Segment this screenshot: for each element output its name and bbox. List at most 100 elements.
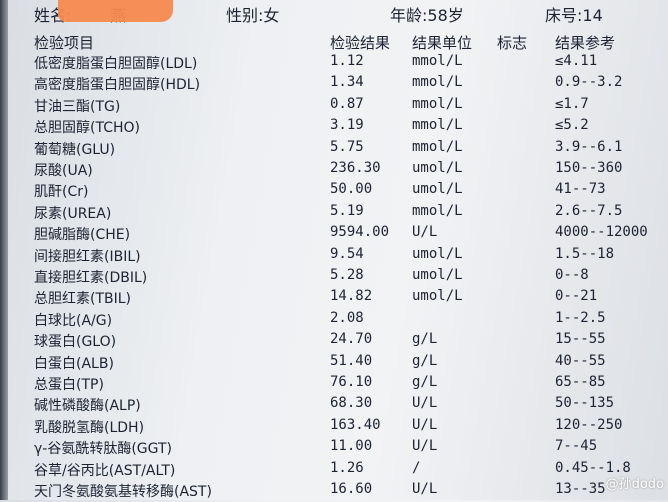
test-result: 5.28 [330, 267, 364, 283]
test-result: 0.87 [330, 95, 364, 112]
table-row: 白球比(A/G) 2.08 1--2.5 [0, 310, 668, 331]
test-reference: 65--85 [555, 374, 606, 390]
test-unit: g/L [412, 374, 438, 390]
test-result: 163.40 [330, 416, 381, 433]
test-name: 高密度脂蛋白胆固醇(HDL) [34, 77, 201, 94]
test-unit: umol/L [412, 245, 463, 262]
test-result: 51.40 [330, 352, 373, 369]
test-result: 236.30 [330, 160, 381, 176]
test-name: 天门冬氨酸氨基转移酶(AST) [34, 484, 212, 500]
test-name: 总胆固醇(TCHO) [34, 120, 140, 137]
test-reference: 150--360 [555, 160, 623, 176]
table-row: 乳酸脱氢酶(LDH) 163.40 U/L 120--250 [0, 417, 668, 438]
test-name: 尿素(UREA) [34, 205, 112, 222]
table-row: 直接胆红素(DBIL) 5.28 umol/L 0--8 [0, 267, 668, 288]
test-result: 3.19 [330, 117, 364, 134]
test-name: 直接胆红素(DBIL) [34, 270, 148, 286]
test-reference: 40--55 [555, 352, 606, 369]
test-reference: 0--21 [555, 288, 598, 305]
test-name: 白蛋白(ALB) [34, 355, 114, 372]
test-name: 胆碱脂酶(CHE) [34, 227, 131, 244]
patient-bed: 床号:14 [545, 6, 603, 25]
test-unit: mmol/L [412, 53, 463, 69]
table-row: 碱性磷酸酶(ALP) 68.30 U/L 50--135 [0, 395, 668, 416]
test-unit: mmol/L [412, 117, 463, 134]
test-reference: 0.45--1.8 [555, 459, 631, 476]
table-row: 球蛋白(GLO) 24.70 g/L 15--55 [0, 331, 668, 352]
test-unit: umol/L [412, 160, 463, 176]
test-result: 16.60 [330, 481, 373, 497]
column-header-item: 检验项目 [34, 34, 95, 52]
patient-age: 年龄:58岁 [390, 6, 464, 25]
test-unit: umol/L [412, 267, 463, 283]
table-row: 葡萄糖(GLU) 5.75 mmol/L 3.9--6.1 [0, 139, 668, 160]
table-row: 白蛋白(ALB) 51.40 g/L 40--55 [0, 353, 668, 374]
test-unit: umol/L [412, 288, 463, 305]
test-name: 肌酐(Cr) [34, 184, 89, 201]
test-reference: 7--45 [555, 438, 598, 455]
test-name: γ-谷氨酰转肽酶(GGT) [34, 441, 173, 458]
test-name: 间接胆红素(IBIL) [34, 248, 141, 265]
table-row: 肌酐(Cr) 50.00 umol/L 41--73 [0, 181, 668, 202]
test-name: 总胆红素(TBIL) [34, 291, 132, 308]
test-unit: mmol/L [412, 138, 463, 155]
table-row: 尿素(UREA) 5.19 mmol/L 2.6--7.5 [0, 203, 668, 224]
test-result: 5.19 [330, 202, 364, 219]
test-result: 68.30 [330, 395, 373, 412]
test-result: 1.34 [330, 74, 364, 91]
table-row: 总胆固醇(TCHO) 3.19 mmol/L ≤5.2 [0, 117, 668, 138]
test-result: 11.00 [330, 438, 373, 455]
test-name: 白球比(A/G) [34, 312, 113, 329]
test-reference: 0--8 [555, 267, 589, 283]
test-name: 球蛋白(GLO) [34, 334, 117, 351]
test-result: 1.12 [330, 53, 364, 69]
test-reference: 41--73 [555, 181, 606, 198]
test-unit: umol/L [412, 181, 463, 198]
table-row: γ-谷氨酰转肽酶(GGT) 11.00 U/L 7--45 [0, 438, 668, 459]
column-header-result: 检验结果 [330, 34, 391, 52]
test-result: 9.54 [330, 245, 364, 262]
test-name: 碱性磷酸酶(ALP) [34, 398, 141, 415]
column-header-unit: 结果单位 [412, 34, 473, 52]
screen-edge [0, 0, 8, 500]
table-row: 天门冬氨酸氨基转移酶(AST) 16.60 U/L 13--35 [0, 481, 668, 502]
test-name: 甘油三酯(TG) [34, 98, 121, 115]
test-unit: U/L [412, 395, 438, 412]
test-unit: mmol/L [412, 95, 463, 112]
table-row: 甘油三酯(TG) 0.87 mmol/L ≤1.7 [0, 96, 668, 117]
table-row: 低密度脂蛋白胆固醇(LDL) 1.12 mmol/L ≤4.11 [0, 53, 668, 74]
table-row: 总蛋白(TP) 76.10 g/L 65--85 [0, 374, 668, 395]
test-result: 1.26 [330, 459, 364, 476]
test-result: 50.00 [330, 181, 373, 198]
table-row: 谷草/谷丙比(AST/ALT) 1.26 / 0.45--1.8 [0, 460, 668, 481]
table-row: 尿酸(UA) 236.30 umol/L 150--360 [0, 160, 668, 181]
test-name: 葡萄糖(GLU) [34, 141, 116, 158]
table-row: 总胆红素(TBIL) 14.82 umol/L 0--21 [0, 288, 668, 309]
test-name: 低密度脂蛋白胆固醇(LDL) [34, 56, 198, 72]
patient-gender: 性别:女 [226, 6, 280, 25]
test-result: 2.08 [330, 309, 364, 326]
test-unit: U/L [412, 481, 438, 497]
test-reference: 1--2.5 [555, 309, 606, 326]
test-unit: U/L [412, 224, 438, 241]
test-reference: 2.6--7.5 [555, 202, 623, 219]
test-result: 9594.00 [330, 224, 390, 241]
test-result: 24.70 [330, 331, 373, 348]
test-reference: 3.9--6.1 [555, 138, 623, 155]
test-name: 乳酸脱氢酶(LDH) [34, 419, 145, 436]
column-header-flag: 标志 [497, 34, 528, 52]
test-reference: 120--250 [555, 416, 623, 433]
watermark: @孙dodo [605, 477, 664, 492]
test-reference: 50--135 [555, 395, 615, 412]
test-reference: ≤4.11 [555, 53, 598, 69]
test-name: 尿酸(UA) [34, 163, 93, 179]
test-reference: ≤1.7 [555, 95, 589, 112]
test-result: 14.82 [330, 288, 373, 305]
redaction-mark [58, 0, 173, 22]
test-unit: U/L [412, 416, 438, 433]
test-unit: mmol/L [412, 202, 463, 219]
test-reference: 0.9--3.2 [555, 74, 623, 91]
test-reference: 4000--12000 [555, 224, 648, 241]
test-name: 总蛋白(TP) [34, 377, 104, 393]
test-unit: g/L [412, 331, 438, 348]
